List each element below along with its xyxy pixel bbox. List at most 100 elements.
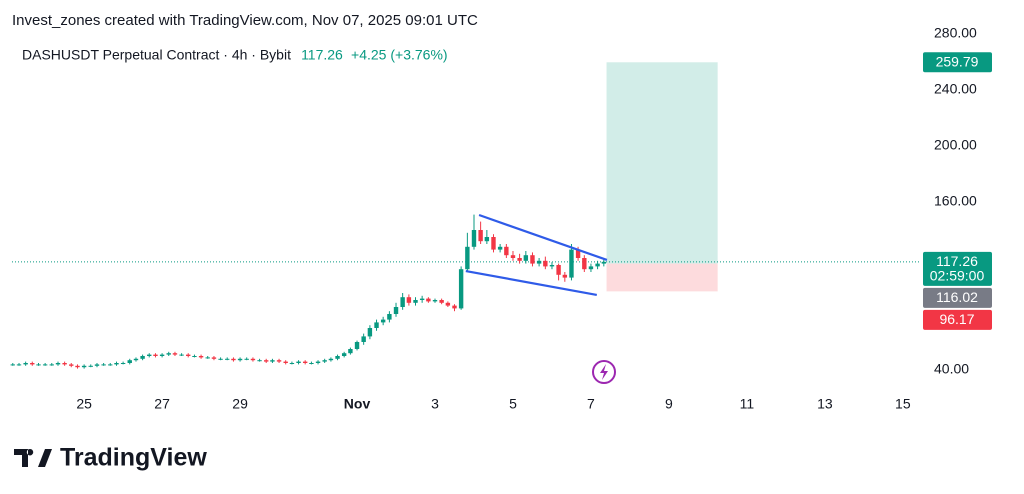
candle-body xyxy=(478,230,483,242)
candle-body xyxy=(179,354,184,356)
candle-body xyxy=(491,237,496,250)
candle-body xyxy=(348,349,353,354)
x-tick-label: 5 xyxy=(509,396,517,412)
candle-body xyxy=(484,237,490,242)
candle-body xyxy=(413,300,418,303)
header-price: 117.26 xyxy=(301,47,343,63)
candle-body xyxy=(302,361,308,363)
candle-body xyxy=(549,265,555,267)
x-tick-label: 29 xyxy=(232,396,248,412)
candle-body xyxy=(114,363,119,365)
candle-body xyxy=(237,358,243,361)
y-tick-label: 200.00 xyxy=(934,137,977,153)
candle-body xyxy=(335,356,340,359)
candle-body xyxy=(322,360,327,362)
candle-body xyxy=(10,364,15,366)
x-tick-label: Nov xyxy=(344,396,371,412)
candle-body xyxy=(30,363,35,365)
candle-body xyxy=(582,258,587,270)
candle-body xyxy=(471,230,477,247)
candle-body xyxy=(601,261,607,264)
candle-body xyxy=(439,300,444,303)
candle-body xyxy=(49,364,54,366)
candle-body xyxy=(380,319,386,323)
candle-body xyxy=(133,358,139,361)
candle-body xyxy=(120,363,126,364)
candle-body xyxy=(374,322,379,328)
candle-body xyxy=(497,246,503,250)
candle-body xyxy=(569,249,574,278)
candle-body xyxy=(354,342,360,349)
candle-body xyxy=(101,364,106,366)
x-tick-label: 7 xyxy=(587,396,595,412)
candle-body xyxy=(445,302,451,306)
candle-body xyxy=(225,358,230,360)
candle-body xyxy=(250,358,256,361)
x-tick-label: 27 xyxy=(154,396,170,412)
candle-body xyxy=(406,297,412,303)
candle-body xyxy=(510,255,516,258)
candle-body xyxy=(127,360,132,363)
candle-body xyxy=(153,354,158,356)
candle-body xyxy=(16,364,22,366)
candle-body xyxy=(387,314,392,320)
y-tick-label: 280.00 xyxy=(934,25,977,41)
candle-body xyxy=(108,364,113,366)
lightning-icon xyxy=(592,360,616,384)
candle-body xyxy=(556,265,561,275)
candle-body xyxy=(276,360,282,362)
position-loss xyxy=(606,263,718,292)
y-tick-label: 160.00 xyxy=(934,193,977,209)
trendline xyxy=(478,213,608,261)
price-label-box xyxy=(923,52,992,73)
y-tick-label: 240.00 xyxy=(934,81,977,97)
candle-body xyxy=(517,258,522,261)
y-tick-label: 40.00 xyxy=(934,361,969,377)
candle-body xyxy=(588,266,594,270)
candle-body xyxy=(81,365,87,368)
candle-body xyxy=(595,263,600,267)
candle-body xyxy=(186,354,191,356)
candle-body xyxy=(140,356,145,359)
candle-body xyxy=(94,364,100,366)
candle-body xyxy=(523,255,529,261)
x-tick-label: 3 xyxy=(431,396,439,412)
candle-body xyxy=(166,353,171,355)
candle-body xyxy=(393,307,399,314)
candle-body xyxy=(543,260,548,267)
candle-body xyxy=(283,361,288,363)
price-label: 116.02 xyxy=(936,289,978,305)
candle-body xyxy=(562,274,568,278)
candle-body xyxy=(147,354,152,356)
candle-body xyxy=(198,356,204,358)
candle-body xyxy=(530,255,535,264)
candle-body xyxy=(315,361,321,363)
candle-body xyxy=(367,328,373,337)
candle-body xyxy=(465,246,470,270)
candle-body xyxy=(62,363,67,365)
candle-body xyxy=(192,356,197,357)
price-label-box xyxy=(923,251,992,286)
candle-body xyxy=(341,353,347,356)
candle-body xyxy=(88,365,93,367)
candle-body xyxy=(159,354,165,356)
candle-body xyxy=(205,357,210,359)
x-tick-label: 15 xyxy=(895,396,911,412)
candle-body xyxy=(42,364,48,366)
candle-body xyxy=(432,300,438,302)
trendline xyxy=(465,269,597,297)
x-tick-label: 11 xyxy=(740,396,755,412)
candle-body xyxy=(458,269,464,309)
candle-body xyxy=(309,363,314,364)
candle-body xyxy=(231,358,236,361)
header-change: +4.25 (+3.76%) xyxy=(351,47,448,63)
chart-title: DASHUSDT Perpetual Contract · 4h · Bybit xyxy=(22,47,291,63)
countdown-label: 02:59:00 xyxy=(930,268,985,284)
candle-body xyxy=(270,360,275,362)
price-label: 96.17 xyxy=(939,311,974,327)
candle-body xyxy=(75,365,80,368)
candle-body xyxy=(452,305,457,309)
price-label: 117.26 xyxy=(936,253,978,269)
